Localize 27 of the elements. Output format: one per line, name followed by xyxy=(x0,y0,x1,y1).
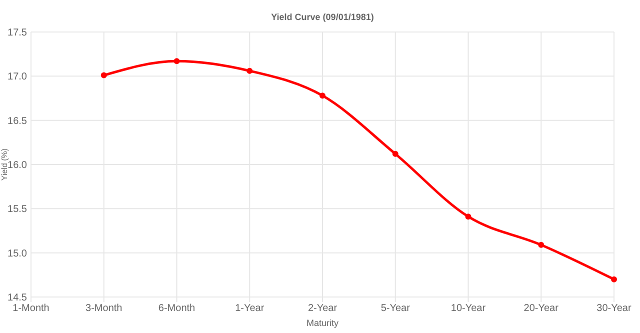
x-tick-label: 1-Month xyxy=(12,303,50,314)
y-tick-label: 16.5 xyxy=(8,116,28,127)
point xyxy=(465,214,472,220)
x-tick-label: 2-Year xyxy=(308,303,338,314)
x-tick-label: 20-Year xyxy=(524,303,560,314)
point xyxy=(611,276,617,282)
x-tick-label: 6-Month xyxy=(158,303,196,314)
y-tick-label: 15.5 xyxy=(8,204,28,216)
point xyxy=(100,72,107,78)
x-tick-label: 1-Year xyxy=(235,303,265,314)
point xyxy=(174,58,180,64)
x-tick-label: 30-Year xyxy=(596,303,632,314)
x-tick-label: 3-Month xyxy=(86,303,122,314)
point xyxy=(392,150,398,157)
x-tick-label: 10-Year xyxy=(450,303,486,314)
x-tick-label: 5-Year xyxy=(380,303,411,314)
chart-title: Yield Curve (09/01/1981) xyxy=(271,12,374,22)
y-tick-label: 17.0 xyxy=(8,72,28,83)
y-tick-label: 14.5 xyxy=(8,292,28,304)
point xyxy=(246,68,253,74)
y-tick-label: 16.0 xyxy=(8,160,28,171)
y-tick-label: 17.5 xyxy=(8,28,28,38)
point xyxy=(320,92,326,99)
x-axis-title: Maturity xyxy=(306,318,339,328)
y-tick-label: 15.0 xyxy=(8,248,28,260)
point xyxy=(538,242,544,248)
y-axis-title: Yield (%) xyxy=(0,148,9,181)
